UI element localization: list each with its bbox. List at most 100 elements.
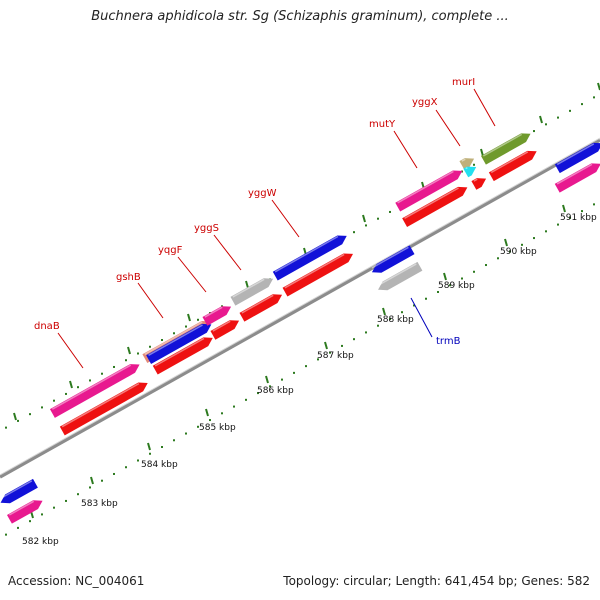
inner-minor-tick: [449, 284, 451, 287]
kbp-label-589: 589 kbp: [438, 281, 475, 291]
cds-yqgF-body: [210, 320, 240, 340]
gene-yggW-bar: [272, 235, 347, 281]
gene-label-yqgF[interactable]: yqgF: [158, 245, 183, 256]
cds-yggS-body: [239, 294, 283, 322]
tick-marks: [5, 82, 600, 536]
gene-gshB-blue-bar: [146, 323, 212, 364]
cds-yggS-shine: [241, 294, 274, 314]
inner-minor-tick: [401, 311, 403, 314]
gene-label-trmB[interactable]: trmB: [436, 336, 461, 347]
outer-minor-tick: [77, 386, 79, 389]
cds-yqgF-shine: [212, 320, 231, 332]
gene-yggX-bar-body: [459, 158, 475, 170]
gene-label-murI[interactable]: murI: [452, 77, 475, 88]
gene-yqgF-bar-shine: [204, 306, 223, 318]
inner-minor-tick: [173, 439, 175, 442]
inner-minor-tick: [161, 446, 163, 449]
outer-minor-tick: [557, 116, 559, 119]
gene-trmB-bar-shine: [371, 246, 409, 269]
gene-edge-blue-bar: [554, 142, 600, 174]
inner-minor-tick: [569, 216, 571, 219]
cds-mutY: [402, 186, 468, 227]
outer-minor-tick: [41, 406, 43, 409]
gene-edge-blue-bar-body: [554, 142, 600, 174]
leader-gshB: [137, 282, 164, 319]
outer-minor-tick: [569, 109, 571, 112]
cds-yggW-body: [282, 253, 354, 297]
gene-mutY-bar-shine: [397, 170, 454, 204]
inner-minor-tick: [17, 526, 19, 529]
gene-label-yggW[interactable]: yggW: [248, 188, 277, 199]
gene-features: [0, 133, 600, 524]
inner-minor-tick: [101, 479, 103, 482]
inner-minor-tick: [389, 317, 391, 320]
cds-yggS: [239, 294, 283, 322]
outer-minor-tick: [461, 170, 463, 173]
inner-minor-tick: [497, 257, 499, 260]
outer-minor-tick: [389, 210, 391, 213]
inner-minor-tick: [437, 290, 439, 293]
gene-yggX-bar-shine: [461, 158, 466, 162]
outer-major-tick: [127, 346, 131, 355]
inner-major-tick: [382, 307, 386, 316]
inner-major-tick: [147, 442, 151, 451]
outer-minor-tick: [545, 123, 547, 126]
inner-minor-tick: [77, 493, 79, 496]
gene-left-magenta-bar-shine: [8, 500, 35, 516]
inner-minor-tick: [41, 513, 43, 516]
gene-murI-bar-shine: [482, 133, 523, 157]
inner-minor-tick: [425, 297, 427, 300]
gene-mutY-bar-body: [395, 170, 463, 212]
outer-minor-tick: [89, 379, 91, 382]
inner-major-tick: [324, 341, 328, 350]
outer-minor-tick: [185, 325, 187, 328]
cds-murI-body: [488, 150, 537, 182]
outer-minor-tick: [377, 217, 379, 220]
leader-trmB: [410, 297, 433, 338]
outer-minor-tick: [473, 163, 475, 166]
cds-dnaB: [59, 382, 148, 436]
cds-dnaB-body: [59, 382, 148, 436]
cds-murI: [488, 150, 537, 182]
gene-dnaB-bar-shine: [51, 364, 132, 410]
gene-yggW-bar-shine: [274, 235, 339, 273]
leader-murI: [473, 88, 496, 127]
inner-major-tick: [205, 408, 209, 417]
inner-major-tick: [265, 375, 269, 384]
outer-minor-tick: [29, 413, 31, 416]
inner-minor-tick: [353, 338, 355, 341]
gene-label-gshB[interactable]: gshB: [116, 272, 141, 283]
kbp-label-585: 585 kbp: [199, 423, 236, 433]
inner-minor-tick: [197, 425, 199, 428]
inner-minor-tick: [269, 385, 271, 388]
gene-yggS-bar-body: [230, 278, 274, 306]
outer-minor-tick: [173, 332, 175, 335]
outer-minor-tick: [197, 318, 199, 321]
inner-minor-tick: [413, 304, 415, 307]
kbp-label-583: 583 kbp: [81, 499, 118, 509]
inner-minor-tick: [125, 466, 127, 469]
gene-label-yggX[interactable]: yggX: [412, 97, 438, 108]
gene-label-yggS[interactable]: yggS: [194, 223, 219, 234]
inner-minor-tick: [341, 344, 343, 347]
gene-label-dnaB[interactable]: dnaB: [34, 321, 60, 332]
kbp-label-588: 588 kbp: [377, 315, 414, 325]
gene-edge-blue-bar-shine: [556, 143, 595, 166]
outer-minor-tick: [53, 399, 55, 402]
kbp-label-582: 582 kbp: [22, 537, 59, 547]
gene-label-mutY[interactable]: mutY: [369, 119, 396, 130]
inner-minor-tick: [533, 237, 535, 240]
inner-minor-tick: [5, 533, 7, 536]
gene-trmB-gray-bar-body: [378, 261, 423, 291]
cds-murI-shine: [490, 151, 529, 174]
outer-major-tick: [362, 214, 366, 223]
leader-yqgF: [177, 256, 207, 293]
inner-minor-tick: [221, 412, 223, 415]
inner-major-tick: [90, 476, 94, 485]
inner-minor-tick: [113, 472, 115, 475]
gene-yggS-bar-shine: [232, 278, 265, 298]
gene-yggX-cyan-bar-body: [463, 166, 477, 178]
outer-minor-tick: [161, 339, 163, 342]
inner-major-tick: [504, 238, 508, 247]
